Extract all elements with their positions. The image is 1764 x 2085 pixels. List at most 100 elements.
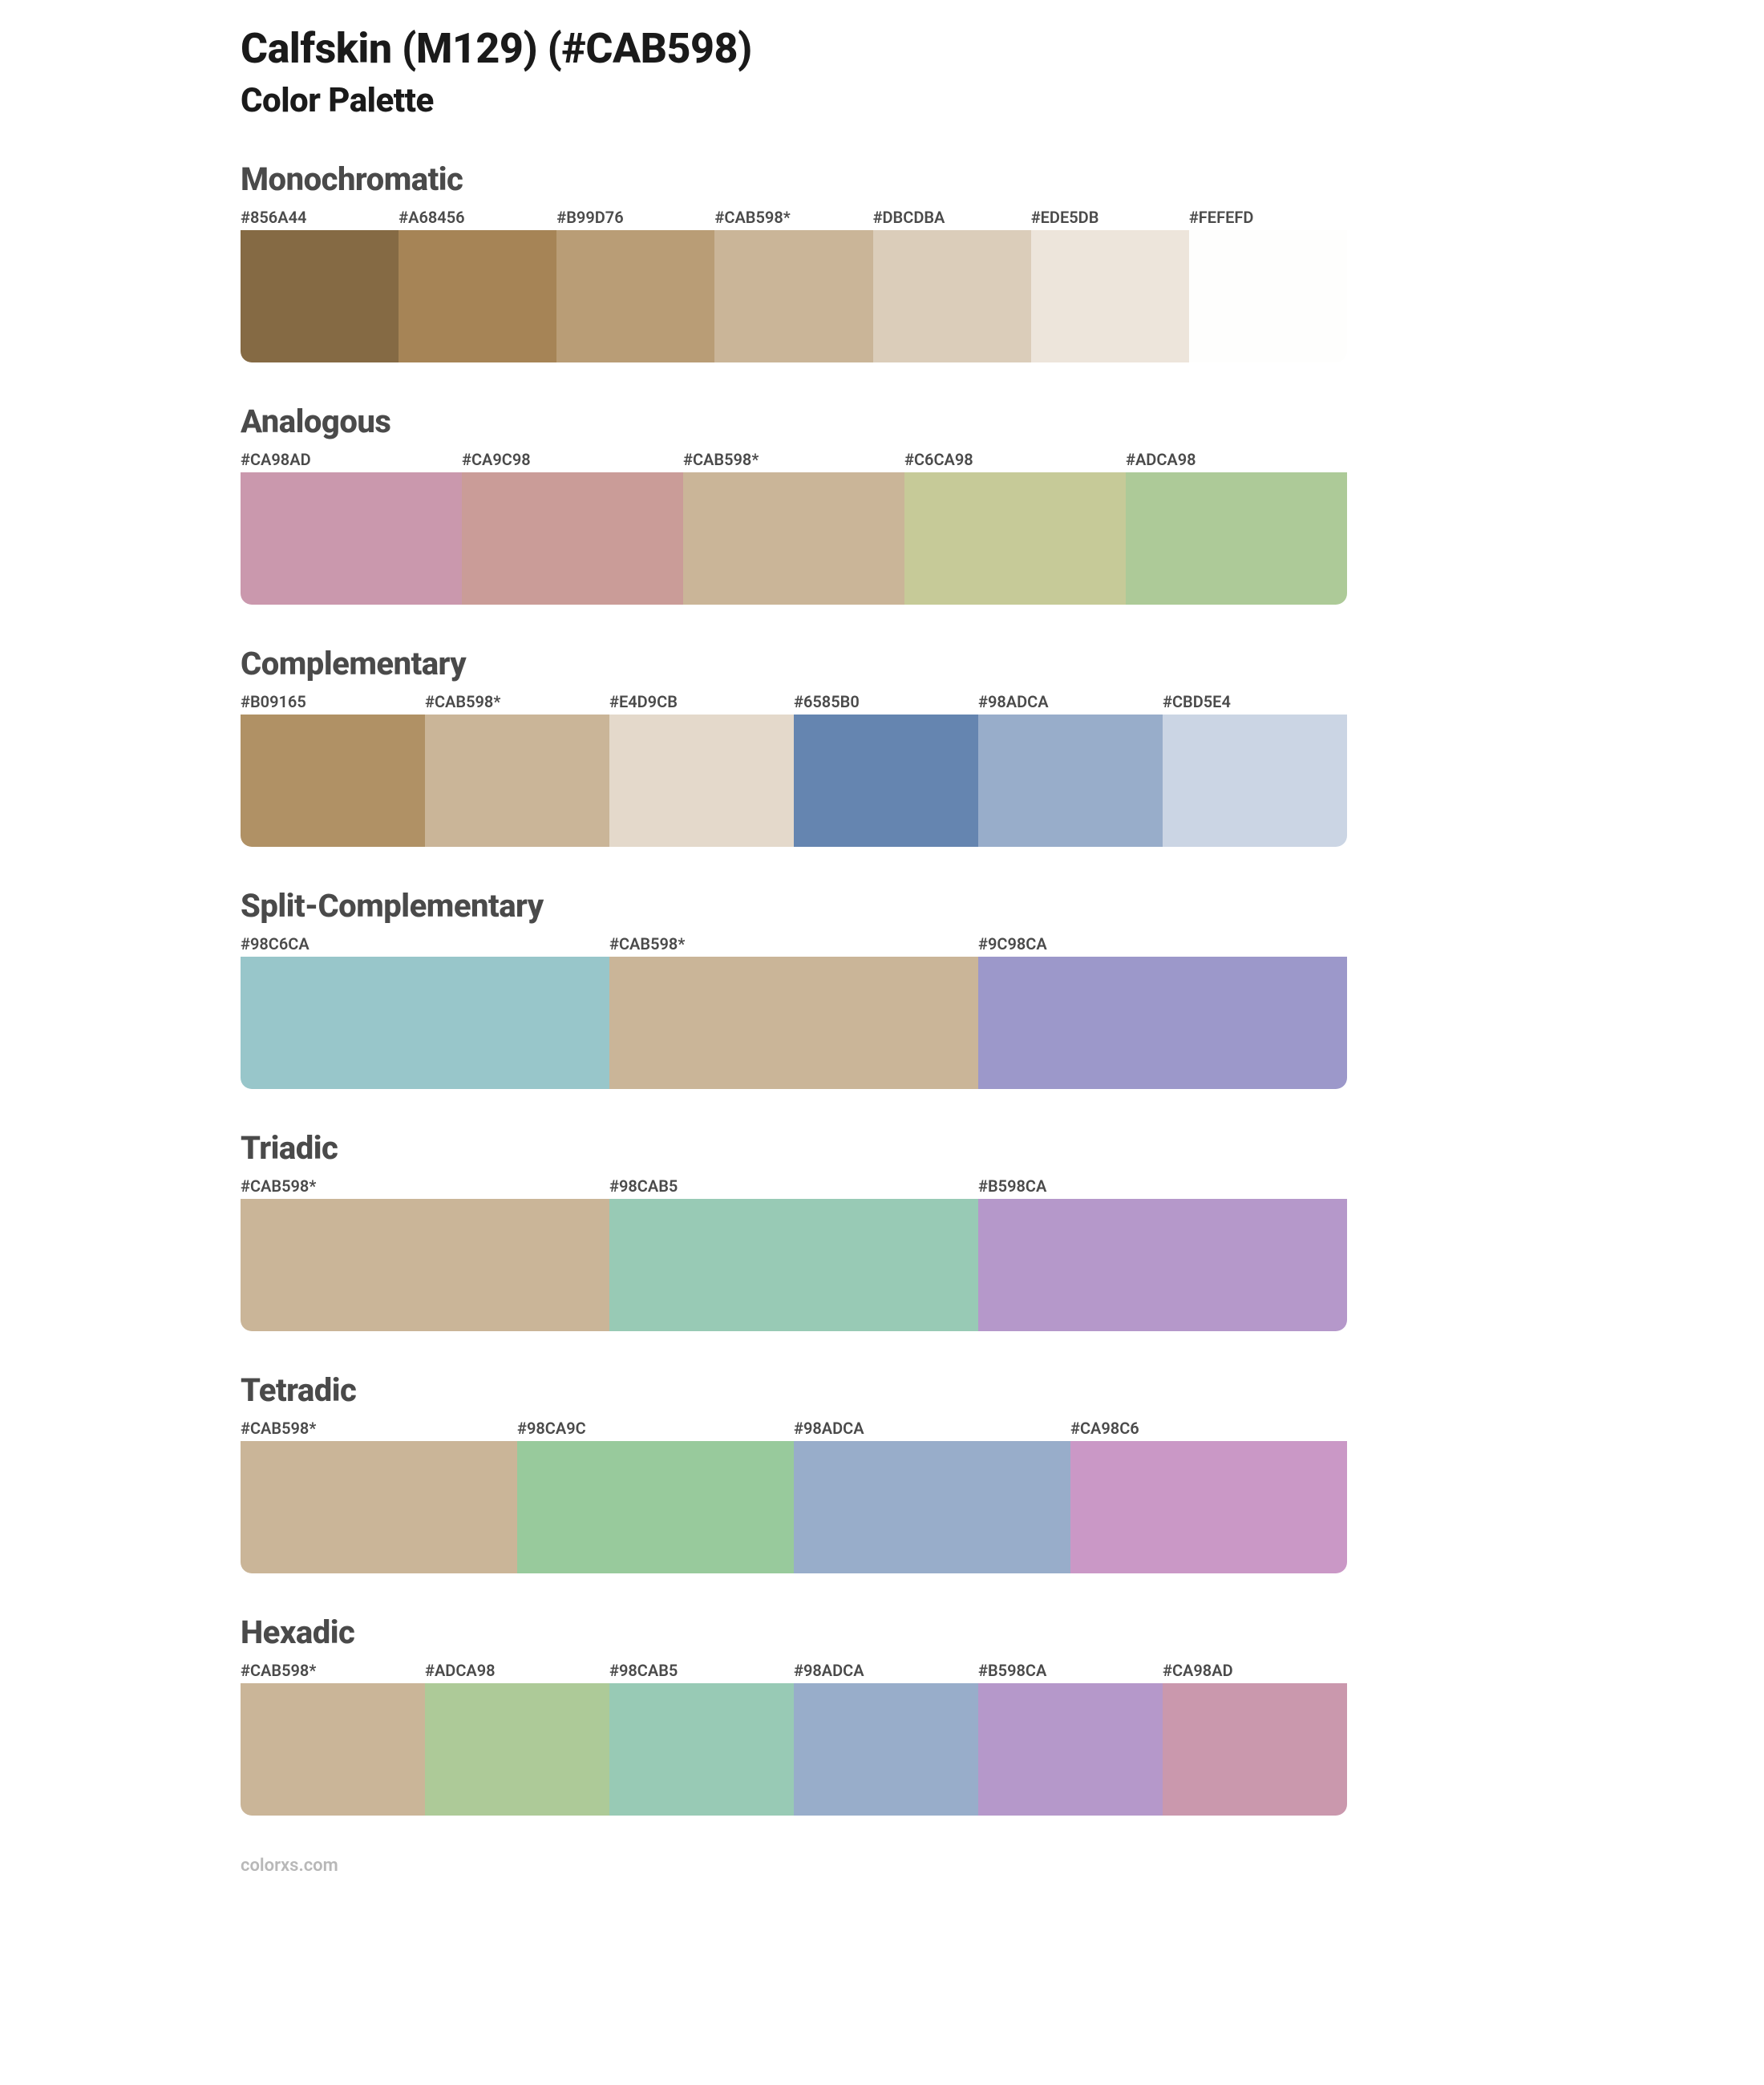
swatch-color[interactable] <box>241 957 609 1089</box>
swatch-label: #E4D9CB <box>609 692 794 715</box>
swatch-color[interactable] <box>978 1683 1163 1816</box>
swatch-cell: #B598CA <box>978 1176 1347 1331</box>
swatch-color[interactable] <box>425 1683 609 1816</box>
swatch-cell: #ADCA98 <box>425 1661 609 1816</box>
palette-section: Monochromatic#856A44#A68456#B99D76#CAB59… <box>241 160 1347 362</box>
swatch-color[interactable] <box>683 472 904 605</box>
swatch-color[interactable] <box>609 1199 978 1331</box>
section-title: Split-Complementary <box>241 887 1347 925</box>
palette-container: Calfskin (M129) (#CAB598) Color Palette … <box>241 24 1347 1876</box>
swatch-cell: #98ADCA <box>794 1661 978 1816</box>
swatch-label: #C6CA98 <box>904 450 1126 472</box>
section-title: Triadic <box>241 1129 1347 1167</box>
sections-wrapper: Monochromatic#856A44#A68456#B99D76#CAB59… <box>241 160 1347 1816</box>
swatch-label: #B598CA <box>978 1176 1347 1199</box>
swatch-cell: #DBCDBA <box>873 208 1031 362</box>
section-title: Complementary <box>241 645 1347 682</box>
swatch-row: #856A44#A68456#B99D76#CAB598*#DBCDBA#EDE… <box>241 208 1347 362</box>
swatch-cell: #98ADCA <box>978 692 1163 847</box>
swatch-color[interactable] <box>609 1683 794 1816</box>
swatch-label: #A68456 <box>399 208 556 230</box>
swatch-label: #B99D76 <box>556 208 714 230</box>
swatch-label: #CAB598* <box>714 208 872 230</box>
swatch-color[interactable] <box>1189 230 1347 362</box>
swatch-label: #6585B0 <box>794 692 978 715</box>
swatch-color[interactable] <box>425 715 609 847</box>
swatch-color[interactable] <box>1031 230 1189 362</box>
swatch-label: #CA9C98 <box>462 450 683 472</box>
swatch-color[interactable] <box>241 1441 517 1573</box>
swatch-color[interactable] <box>517 1441 794 1573</box>
swatch-color[interactable] <box>794 1683 978 1816</box>
swatch-label: #CAB598* <box>683 450 904 472</box>
swatch-color[interactable] <box>241 230 399 362</box>
swatch-cell: #CAB598* <box>241 1176 609 1331</box>
swatch-color[interactable] <box>241 472 462 605</box>
swatch-label: #9C98CA <box>978 934 1347 957</box>
swatch-cell: #CAB598* <box>241 1661 425 1816</box>
swatch-cell: #98CAB5 <box>609 1176 978 1331</box>
swatch-cell: #856A44 <box>241 208 399 362</box>
swatch-label: #ADCA98 <box>1126 450 1347 472</box>
swatch-cell: #CAB598* <box>714 208 872 362</box>
swatch-color[interactable] <box>1126 472 1347 605</box>
swatch-cell: #CA98AD <box>241 450 462 605</box>
swatch-cell: #98CA9C <box>517 1419 794 1573</box>
swatch-color[interactable] <box>241 715 425 847</box>
swatch-label: #CAB598* <box>425 692 609 715</box>
swatch-cell: #EDE5DB <box>1031 208 1189 362</box>
swatch-color[interactable] <box>873 230 1031 362</box>
palette-section: Hexadic #CAB598*#ADCA98#98CAB5#98ADCA#B59… <box>241 1613 1347 1816</box>
swatch-cell: #B09165 <box>241 692 425 847</box>
swatch-color[interactable] <box>904 472 1126 605</box>
section-title: Hexadic <box>241 1613 1347 1651</box>
swatch-label: #CAB598* <box>241 1661 425 1683</box>
swatch-label: #CAB598* <box>241 1419 517 1441</box>
swatch-color[interactable] <box>978 1199 1347 1331</box>
swatch-label: #98ADCA <box>978 692 1163 715</box>
footer-credit: colorxs.com <box>241 1856 1347 1876</box>
swatch-cell: #CA98AD <box>1163 1661 1347 1816</box>
palette-section: Complementary #B09165#CAB598*#E4D9CB#6585… <box>241 645 1347 847</box>
section-title: Analogous <box>241 403 1347 440</box>
swatch-label: #CAB598* <box>609 934 978 957</box>
swatch-color[interactable] <box>609 715 794 847</box>
swatch-label: #DBCDBA <box>873 208 1031 230</box>
swatch-cell: #CA98C6 <box>1070 1419 1347 1573</box>
palette-section: Tetradic #CAB598*#98CA9C#98ADCA#CA98C6 <box>241 1371 1347 1573</box>
swatch-label: #98CA9C <box>517 1419 794 1441</box>
swatch-color[interactable] <box>1163 715 1347 847</box>
section-title: Tetradic <box>241 1371 1347 1409</box>
page-subtitle: Color Palette <box>241 81 1347 120</box>
swatch-cell: #CBD5E4 <box>1163 692 1347 847</box>
swatch-color[interactable] <box>399 230 556 362</box>
swatch-color[interactable] <box>241 1683 425 1816</box>
page-title: Calfskin (M129) (#CAB598) <box>241 24 1347 73</box>
swatch-row: #CAB598*#98CA9C#98ADCA#CA98C6 <box>241 1419 1347 1573</box>
swatch-color[interactable] <box>609 957 978 1089</box>
swatch-cell: #E4D9CB <box>609 692 794 847</box>
swatch-color[interactable] <box>794 1441 1070 1573</box>
swatch-color[interactable] <box>794 715 978 847</box>
swatch-label: #B598CA <box>978 1661 1163 1683</box>
swatch-color[interactable] <box>1070 1441 1347 1573</box>
palette-section: Split-Complementary #98C6CA#CAB598*#9C98C… <box>241 887 1347 1089</box>
swatch-color[interactable] <box>556 230 714 362</box>
swatch-color[interactable] <box>462 472 683 605</box>
swatch-label: #856A44 <box>241 208 399 230</box>
swatch-color[interactable] <box>978 957 1347 1089</box>
swatch-color[interactable] <box>1163 1683 1347 1816</box>
swatch-row: #CAB598*#ADCA98#98CAB5#98ADCA#B598CA#CA9… <box>241 1661 1347 1816</box>
swatch-cell: #CAB598* <box>425 692 609 847</box>
swatch-row: #CAB598*#98CAB5#B598CA <box>241 1176 1347 1331</box>
swatch-label: #EDE5DB <box>1031 208 1189 230</box>
swatch-cell: #98C6CA <box>241 934 609 1089</box>
swatch-color[interactable] <box>241 1199 609 1331</box>
swatch-cell: #9C98CA <box>978 934 1347 1089</box>
swatch-color[interactable] <box>714 230 872 362</box>
swatch-label: #CA98AD <box>1163 1661 1347 1683</box>
swatch-label: #CA98AD <box>241 450 462 472</box>
swatch-cell: #98CAB5 <box>609 1661 794 1816</box>
swatch-color[interactable] <box>978 715 1163 847</box>
swatch-label: #CBD5E4 <box>1163 692 1347 715</box>
